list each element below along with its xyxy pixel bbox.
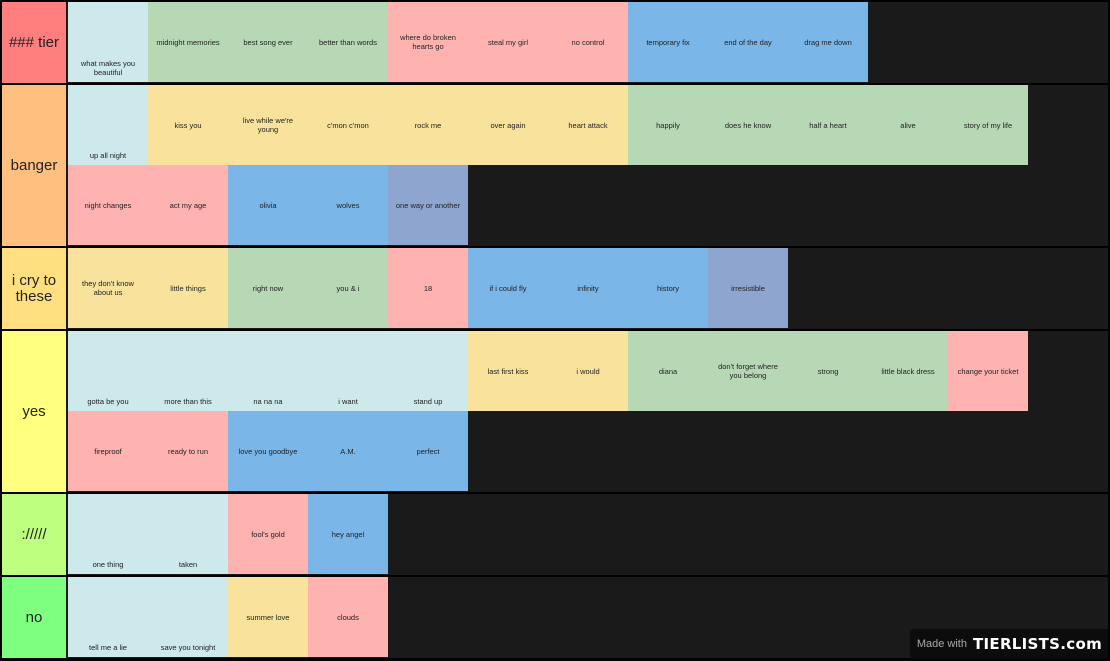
song-tile[interactable]: love you goodbye: [228, 411, 308, 491]
song-tile[interactable]: end of the day: [708, 2, 788, 82]
song-tile[interactable]: midnight memories: [148, 2, 228, 82]
song-tile[interactable]: temporary fix: [628, 2, 708, 82]
tierlists-logo: TIERLISTS.com: [972, 635, 1102, 653]
song-tile[interactable]: best song ever: [228, 2, 308, 82]
song-tile[interactable]: taken: [148, 494, 228, 574]
song-tile[interactable]: i want: [308, 331, 388, 411]
song-tile[interactable]: perfect: [388, 411, 468, 491]
song-tile[interactable]: olivia: [228, 165, 308, 245]
song-tile[interactable]: live while we're young: [228, 85, 308, 165]
tier-row: yes gotta be you more than this na na na i w…: [2, 331, 1108, 492]
tier-items: what makes you beautiful midnight memorie…: [68, 2, 1028, 82]
song-tile[interactable]: hey angel: [308, 494, 388, 574]
song-tile[interactable]: little black dress: [868, 331, 948, 411]
song-tile[interactable]: summer love: [228, 577, 308, 657]
song-tile[interactable]: ready to run: [148, 411, 228, 491]
song-tile[interactable]: irresistible: [708, 248, 788, 328]
song-tile[interactable]: up all night: [68, 85, 148, 165]
song-tile[interactable]: more than this: [148, 331, 228, 411]
song-tile[interactable]: i would: [548, 331, 628, 411]
song-tile[interactable]: history: [628, 248, 708, 328]
song-tile[interactable]: steal my girl: [468, 2, 548, 82]
song-tile[interactable]: c'mon c'mon: [308, 85, 388, 165]
song-tile[interactable]: kiss you: [148, 85, 228, 165]
song-tile[interactable]: infinity: [548, 248, 628, 328]
song-tile[interactable]: fireproof: [68, 411, 148, 491]
song-tile[interactable]: don't forget where you belong: [708, 331, 788, 411]
song-tile[interactable]: tell me a lie: [68, 577, 148, 657]
song-tile[interactable]: alive: [868, 85, 948, 165]
song-tile[interactable]: drag me down: [788, 2, 868, 82]
tier-label[interactable]: yes: [2, 331, 66, 492]
song-tile[interactable]: clouds: [308, 577, 388, 657]
song-tile[interactable]: night changes: [68, 165, 148, 245]
tier-items: tell me a lie save you tonight summer love…: [68, 577, 1028, 657]
song-tile[interactable]: no control: [548, 2, 628, 82]
tier-items: they don't know about us little things rig…: [68, 248, 1028, 328]
tier-label[interactable]: i cry to these: [2, 248, 66, 329]
watermark-made-with: Made with: [916, 638, 967, 650]
song-tile[interactable]: story of my life: [948, 85, 1028, 165]
song-tile[interactable]: little things: [148, 248, 228, 328]
song-tile[interactable]: right now: [228, 248, 308, 328]
song-tile[interactable]: they don't know about us: [68, 248, 148, 328]
song-tile[interactable]: save you tonight: [148, 577, 228, 657]
song-tile[interactable]: act my age: [148, 165, 228, 245]
song-tile[interactable]: heart attack: [548, 85, 628, 165]
song-tile[interactable]: rock me: [388, 85, 468, 165]
song-tile[interactable]: diana: [628, 331, 708, 411]
song-tile[interactable]: one way or another: [388, 165, 468, 245]
song-tile[interactable]: na na na: [228, 331, 308, 411]
tier-label[interactable]: no: [2, 577, 66, 658]
song-tile[interactable]: does he know: [708, 85, 788, 165]
tier-items: one thing taken fool's gold hey angel: [68, 494, 1028, 574]
tier-label[interactable]: ://///: [2, 494, 66, 575]
tier-row: ### tier what makes you beautiful midnight…: [2, 2, 1108, 83]
song-tile[interactable]: gotta be you: [68, 331, 148, 411]
song-tile[interactable]: if i could fly: [468, 248, 548, 328]
song-tile[interactable]: strong: [788, 331, 868, 411]
tier-items: up all night kiss you live while we're you…: [68, 85, 1028, 245]
tier-items: gotta be you more than this na na na i want…: [68, 331, 1028, 491]
song-tile[interactable]: half a heart: [788, 85, 868, 165]
song-tile[interactable]: what makes you beautiful: [68, 2, 148, 82]
song-tile[interactable]: one thing: [68, 494, 148, 574]
song-tile[interactable]: fool's gold: [228, 494, 308, 574]
song-tile[interactable]: where do broken hearts go: [388, 2, 468, 82]
tier-row: i cry to these they don't know about us li…: [2, 248, 1108, 329]
tier-row: banger up all night kiss you live while we'…: [2, 85, 1108, 246]
song-tile[interactable]: wolves: [308, 165, 388, 245]
tier-label[interactable]: banger: [2, 85, 66, 246]
watermark: Made with TIERLISTS.com: [910, 629, 1108, 659]
song-tile[interactable]: happily: [628, 85, 708, 165]
tier-row: ://///one thing taken fool's gold hey angel: [2, 494, 1108, 575]
song-tile[interactable]: change your ticket: [948, 331, 1028, 411]
song-tile[interactable]: A.M.: [308, 411, 388, 491]
tier-label[interactable]: ### tier: [2, 2, 66, 83]
song-tile[interactable]: you & i: [308, 248, 388, 328]
song-tile[interactable]: 18: [388, 248, 468, 328]
song-tile[interactable]: last first kiss: [468, 331, 548, 411]
song-tile[interactable]: over again: [468, 85, 548, 165]
song-tile[interactable]: stand up: [388, 331, 468, 411]
song-tile[interactable]: better than words: [308, 2, 388, 82]
